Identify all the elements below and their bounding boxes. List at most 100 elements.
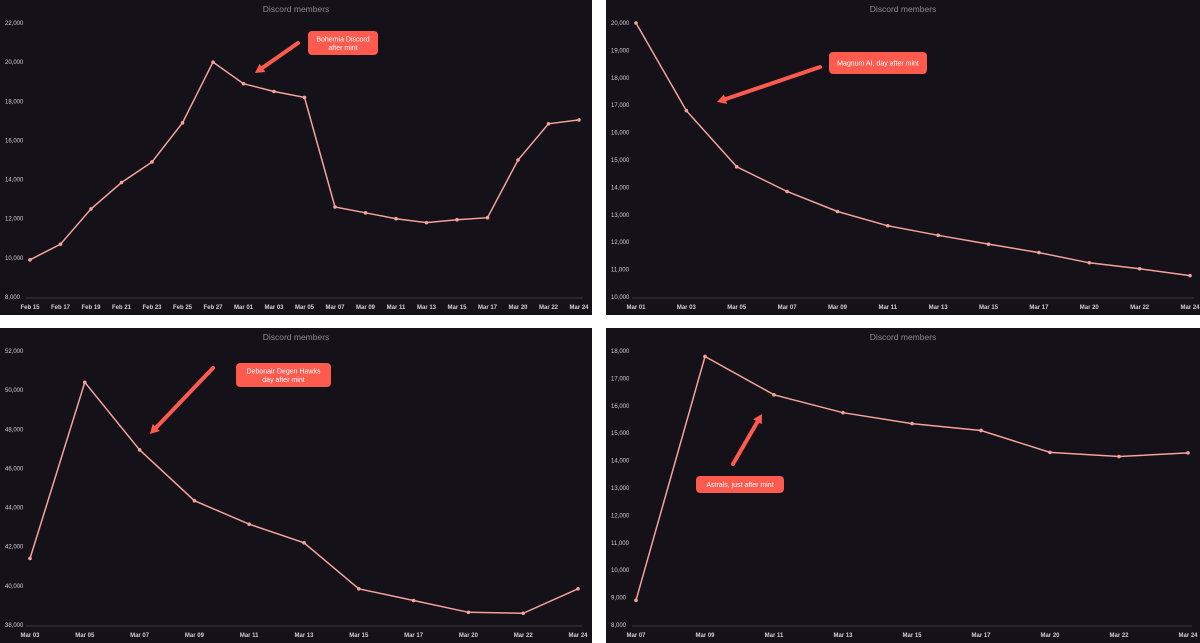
y-tick-label: 14,000	[5, 178, 24, 184]
y-tick-label: 13,000	[611, 213, 630, 219]
data-point	[634, 598, 638, 603]
x-tick-label: Mar 01	[234, 305, 254, 311]
line-chart: Discord members 10,000 11,000 12,000 13,000 1…	[611, 4, 1200, 311]
data-point	[137, 448, 142, 452]
data-point	[485, 215, 490, 220]
data-point	[333, 205, 337, 209]
data-point	[986, 242, 991, 246]
y-tick-label: 8,000	[5, 295, 21, 301]
y-tick-label: 20,000	[5, 60, 24, 66]
x-tick-label: Mar 03	[677, 305, 697, 311]
annotation-text: Bohemia Discord	[316, 36, 369, 43]
data-point	[703, 354, 707, 359]
x-tick-label: Mar 24	[568, 633, 588, 639]
data-point	[357, 586, 361, 591]
annotation-box	[308, 31, 378, 55]
line-chart: Discord members 8,000 9,000 10,000 11,000 12,…	[611, 332, 1198, 639]
y-tick-label: 42,000	[5, 545, 24, 551]
data-point	[1048, 450, 1052, 455]
x-tick-label: Mar 01	[626, 305, 646, 311]
y-tick-label: 18,000	[5, 99, 24, 105]
x-tick-label: Mar 03	[264, 305, 284, 311]
x-tick-label: Mar 24	[569, 305, 589, 311]
annotation-box	[829, 52, 927, 74]
annotation-arrow	[723, 65, 822, 102]
data-point	[1137, 266, 1142, 271]
x-tick-label: Mar 09	[695, 633, 715, 639]
y-tick-label: 16,000	[5, 138, 24, 144]
x-tick-label: Mar 15	[447, 305, 467, 311]
x-tick-label: Mar 13	[929, 305, 949, 311]
y-tick-label: 20,000	[611, 21, 630, 27]
data-point	[192, 498, 197, 503]
data-point	[58, 242, 63, 246]
data-point	[979, 428, 983, 433]
y-tick-label: 18,000	[611, 349, 630, 355]
x-tick-label: Mar 07	[626, 633, 646, 639]
data-point	[1188, 273, 1192, 278]
annotation-text: Magnum AI, day after mint	[837, 61, 919, 68]
line-chart: Discord members 38,000 40,000 42,000 44,000 4…	[5, 332, 588, 639]
chart-panel: Discord members 8,000 9,000 10,000 11,000 12,…	[606, 328, 1200, 643]
data-point	[28, 556, 32, 561]
annotation-arrowhead	[150, 424, 160, 434]
x-tick-label: Mar 20	[1080, 305, 1100, 311]
data-point	[835, 209, 840, 214]
x-tick-label: Mar 05	[75, 633, 95, 639]
y-tick-label: 16,000	[611, 404, 630, 410]
data-point	[910, 421, 914, 426]
y-tick-label: 19,000	[611, 48, 630, 54]
chart-title: Discord members	[870, 332, 937, 342]
data-point	[241, 81, 246, 86]
data-point	[684, 108, 689, 113]
data-point	[1037, 250, 1041, 255]
data-point	[521, 611, 525, 616]
x-tick-label: Feb 15	[20, 305, 40, 311]
data-point	[180, 121, 185, 125]
x-tick-label: Mar 22	[539, 305, 559, 311]
data-point	[936, 233, 940, 238]
x-tick-label: Mar 13	[417, 305, 437, 311]
y-tick-label: 46,000	[5, 466, 24, 472]
data-point	[455, 217, 459, 222]
chart-panel: Discord members 10,000 11,000 12,000 13,000 1…	[606, 0, 1200, 315]
x-tick-label: Mar 15	[979, 305, 999, 311]
x-tick-label: Mar 11	[878, 305, 897, 311]
y-tick-label: 48,000	[5, 427, 24, 433]
annotation-arrow	[154, 366, 215, 430]
x-tick-label: Feb 23	[142, 305, 162, 311]
x-tick-label: Mar 03	[20, 633, 40, 639]
x-tick-label: Mar 11	[765, 633, 784, 639]
data-point	[772, 393, 776, 397]
y-tick-label: 14,000	[611, 185, 630, 191]
annotation-arrow	[260, 41, 300, 70]
y-tick-label: 16,000	[611, 131, 630, 137]
data-point	[247, 522, 251, 527]
x-tick-label: Mar 17	[404, 633, 424, 639]
data-point	[411, 598, 416, 603]
annotation-text: Debonair Degen Hawks	[247, 368, 321, 375]
series-line	[29, 60, 580, 261]
x-tick-label: Feb 17	[51, 305, 71, 311]
y-tick-label: 8,000	[611, 623, 627, 629]
y-tick-label: 15,000	[611, 431, 630, 437]
data-point	[634, 21, 638, 25]
x-tick-label: Mar 11	[387, 305, 406, 311]
x-tick-label: Feb 19	[81, 305, 101, 311]
y-tick-label: 44,000	[5, 506, 24, 512]
y-tick-label: 12,000	[611, 513, 630, 519]
data-point	[577, 118, 581, 122]
data-point	[302, 541, 306, 545]
x-tick-label: Mar 17	[971, 633, 991, 639]
data-point	[466, 610, 471, 615]
series-line	[29, 380, 579, 615]
x-tick-label: Mar 20	[508, 305, 528, 311]
y-tick-label: 11,000	[611, 541, 630, 547]
y-tick-label: 17,000	[611, 376, 630, 382]
data-point	[302, 95, 307, 100]
chart-panel: Discord members 38,000 40,000 42,000 44,000 4…	[0, 328, 592, 643]
y-tick-label: 50,000	[5, 388, 24, 394]
x-tick-label: Mar 13	[294, 633, 314, 639]
x-tick-label: Mar 11	[240, 633, 259, 639]
x-tick-label: Mar 09	[185, 633, 205, 639]
